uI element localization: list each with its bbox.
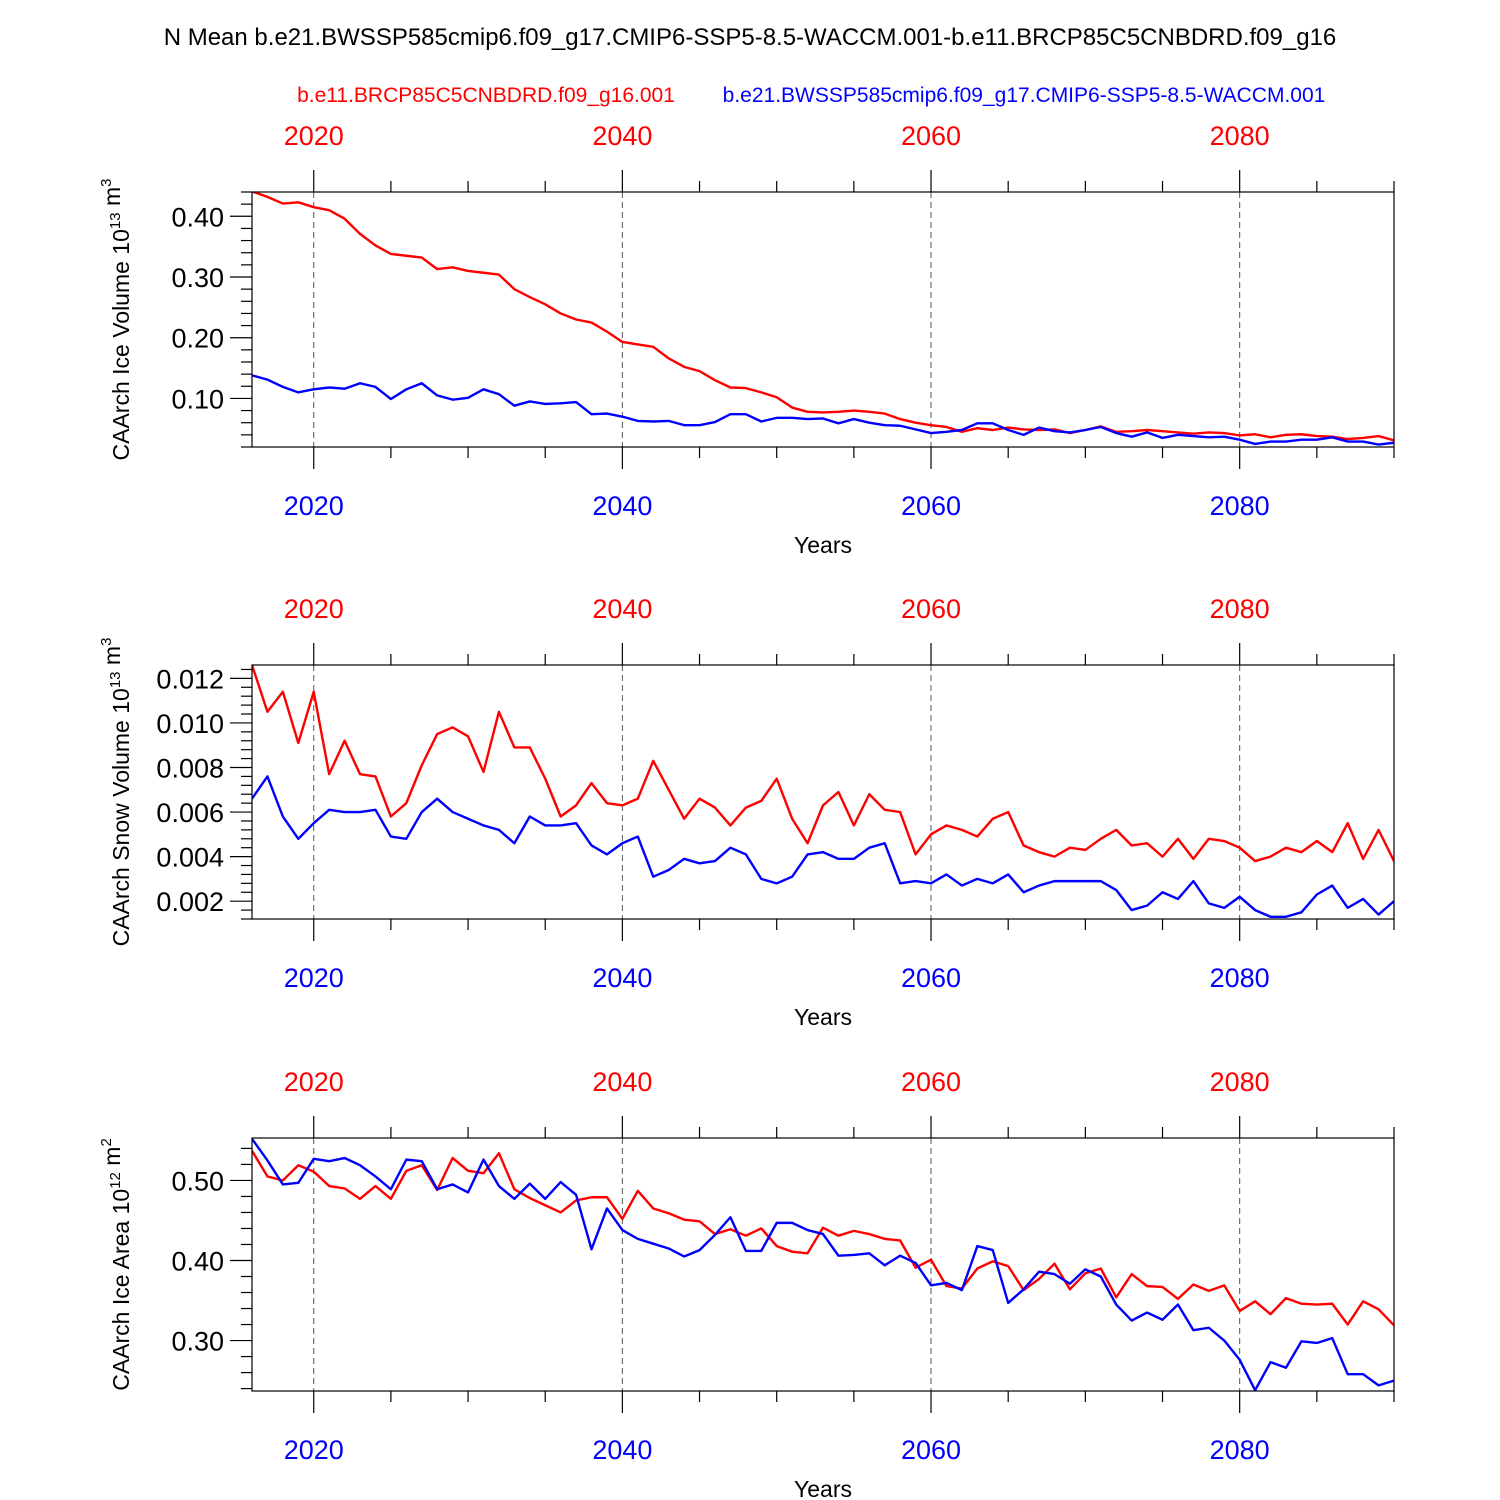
y-axis-title-yunit-suffix-exp: 2 — [98, 1138, 115, 1146]
y-axis-title-yunit-suffix: m — [99, 187, 125, 213]
x-tick-label-bottom: 2080 — [1210, 491, 1270, 521]
legend-blue-label: b.e21.BWSSP585cmip6.f09_g17.CMIP6-SSP5-8… — [723, 84, 1326, 107]
x-tick-label-top: 2020 — [284, 121, 344, 151]
y-tick-label: 0.010 — [156, 709, 224, 739]
y-tick-label: 0.10 — [171, 384, 224, 414]
y-tick-label: 0.30 — [171, 1327, 224, 1357]
series-line-red — [252, 1150, 1394, 1327]
x-tick-label-top: 2040 — [592, 121, 652, 151]
series-line-blue — [252, 1138, 1394, 1391]
x-tick-label-top: 2080 — [1210, 594, 1270, 624]
x-tick-label-top: 2020 — [284, 1067, 344, 1097]
x-tick-label-bottom: 2020 — [284, 491, 344, 521]
x-tick-label-bottom: 2060 — [901, 491, 961, 521]
x-tick-label-top: 2040 — [592, 594, 652, 624]
y-axis-title: CAArch Ice Area 1012 m2 — [98, 1138, 134, 1391]
y-axis-title: CAArch Ice Volume 1013 m3 — [98, 179, 134, 461]
x-axis-title: Years — [794, 532, 852, 558]
y-axis-title-yunit-prefix: 10 — [108, 1189, 134, 1215]
y-tick-label: 0.006 — [156, 798, 224, 828]
x-tick-label-bottom: 2040 — [592, 491, 652, 521]
y-tick-label: 0.002 — [156, 887, 224, 917]
y-axis-title-yunit-prefix: 10 — [108, 229, 134, 255]
chart-panels: 0.10 0.20 0.30 0.40 2020 2020 2040 2040 2060 2060… — [98, 121, 1395, 1500]
x-tick-label-bottom: 2040 — [592, 1435, 652, 1465]
plot-frame — [251, 664, 1395, 920]
chart-panel-3: 0.30 0.40 0.50 2020 2020 2040 2040 2060 2060 2080… — [98, 1067, 1395, 1500]
x-tick-label-bottom: 2060 — [901, 1435, 961, 1465]
series-line-red — [252, 192, 1394, 442]
x-tick-label-top: 2060 — [901, 121, 961, 151]
x-axis-title: Years — [794, 1476, 852, 1500]
y-axis-title-ylabel: CAArch Ice Area — [108, 1214, 134, 1390]
x-tick-label-bottom: 2020 — [284, 1435, 344, 1465]
series-line-blue — [252, 374, 1394, 446]
y-axis-title-yunit-exp: 13 — [107, 212, 124, 229]
y-tick-label: 0.20 — [171, 324, 224, 354]
y-axis-title-yunit-prefix: 10 — [108, 688, 134, 714]
y-tick-label: 0.004 — [156, 843, 224, 873]
y-tick-label: 0.50 — [171, 1166, 224, 1196]
y-axis-title-yunit-exp: 13 — [107, 671, 124, 688]
y-axis-title-yunit-suffix: m — [99, 646, 125, 672]
y-axis-title: CAArch Snow Volume 1013 m3 — [98, 638, 134, 947]
y-tick-label: 0.40 — [171, 202, 224, 232]
x-tick-label-bottom: 2060 — [901, 963, 961, 993]
y-tick-label: 0.012 — [156, 664, 224, 694]
y-tick-label: 0.30 — [171, 263, 224, 293]
series-line-red — [252, 665, 1394, 863]
series-line-blue — [252, 775, 1394, 918]
x-tick-label-top: 2080 — [1210, 1067, 1270, 1097]
y-axis-title-ylabel: CAArch Snow Volume — [108, 714, 134, 947]
x-tick-label-top: 2060 — [901, 594, 961, 624]
y-tick-label: 0.40 — [171, 1246, 224, 1276]
chart-panel-1: 0.10 0.20 0.30 0.40 2020 2020 2040 2040 2060 2060… — [98, 121, 1395, 558]
y-axis-title-yunit-suffix-exp: 3 — [98, 638, 115, 646]
x-axis-title: Years — [794, 1004, 852, 1030]
x-tick-label-bottom: 2040 — [592, 963, 652, 993]
x-tick-label-bottom: 2080 — [1210, 1435, 1270, 1465]
x-tick-label-top: 2020 — [284, 594, 344, 624]
x-tick-label-top: 2080 — [1210, 121, 1270, 151]
y-axis-title-ylabel: CAArch Ice Volume — [108, 255, 134, 461]
y-axis-title-yunit-suffix: m — [99, 1147, 125, 1173]
y-axis-title-yunit-exp: 12 — [107, 1172, 124, 1189]
x-tick-label-top: 2060 — [901, 1067, 961, 1097]
x-tick-label-bottom: 2080 — [1210, 963, 1270, 993]
y-axis-title-yunit-suffix-exp: 3 — [98, 179, 115, 187]
plot-frame — [251, 191, 1395, 448]
legend-red-label: b.e11.BRCP85C5CNBDRD.f09_g16.001 — [297, 84, 675, 107]
plot-frame — [251, 1137, 1395, 1392]
y-tick-label: 0.008 — [156, 753, 224, 783]
chart-panel-2: 0.002 0.004 0.006 0.008 0.010 0.012 2020 2020 20… — [98, 594, 1395, 1030]
figure-title: N Mean b.e21.BWSSP585cmip6.f09_g17.CMIP6… — [164, 24, 1337, 51]
x-tick-label-bottom: 2020 — [284, 963, 344, 993]
x-tick-label-top: 2040 — [592, 1067, 652, 1097]
